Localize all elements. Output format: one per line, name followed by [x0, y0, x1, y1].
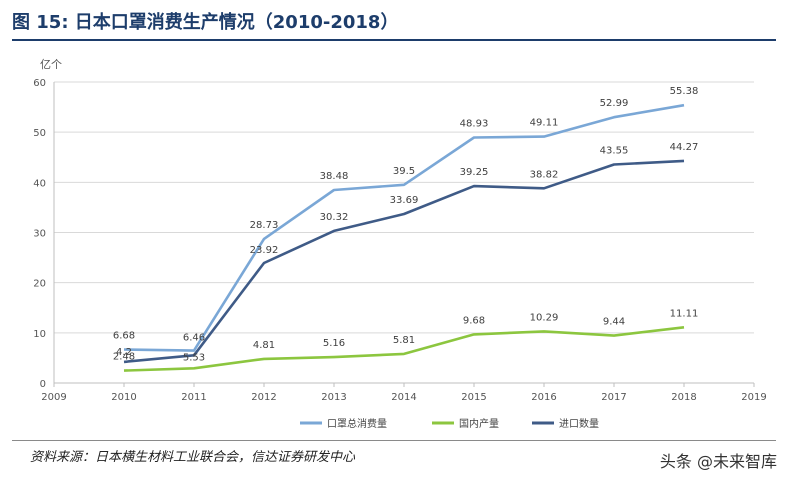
x-tick-label: 2019 — [741, 392, 766, 403]
data-label: 10.29 — [530, 312, 559, 323]
x-tick-label: 2009 — [41, 392, 66, 403]
x-tick-label: 2013 — [321, 392, 346, 403]
data-label: 6.68 — [113, 330, 135, 341]
data-label: 33.69 — [390, 195, 419, 206]
data-label: 39.25 — [460, 167, 489, 178]
series-line — [123, 159, 685, 364]
data-label: 38.82 — [530, 169, 559, 180]
data-label: 38.48 — [320, 171, 349, 182]
y-axis-label: 亿个 — [40, 58, 62, 71]
y-tick-label: 0 — [40, 379, 46, 390]
x-tick-label: 2014 — [391, 392, 416, 403]
x-tick-label: 2010 — [111, 392, 136, 403]
x-tick-label: 2018 — [671, 392, 696, 403]
y-tick-label: 60 — [33, 78, 46, 89]
data-label: 55.38 — [670, 86, 699, 97]
data-label: 49.11 — [530, 118, 559, 129]
data-label: 52.99 — [600, 98, 629, 109]
data-label: 5.81 — [393, 335, 415, 346]
x-tick-label: 2015 — [461, 392, 486, 403]
data-label: 30.32 — [320, 212, 349, 223]
data-label: 43.55 — [600, 146, 629, 157]
title-divider — [12, 39, 776, 41]
y-tick-label: 50 — [33, 128, 46, 139]
x-tick-label: 2011 — [181, 392, 206, 403]
x-tick-label: 2016 — [531, 392, 556, 403]
data-label: 5.53 — [183, 352, 205, 363]
source-divider — [12, 440, 776, 441]
data-label: 11.11 — [670, 308, 699, 319]
data-label: 39.5 — [393, 166, 415, 177]
data-label: 4.2 — [116, 347, 132, 358]
y-tick-label: 10 — [33, 329, 46, 340]
data-label: 9.68 — [463, 315, 485, 326]
data-label: 48.93 — [460, 119, 489, 130]
series-line — [123, 103, 685, 352]
data-label: 4.81 — [253, 340, 275, 351]
x-tick-label: 2017 — [601, 392, 626, 403]
source-note: 资料来源：日本横生材料工业联合会，信达证券研发中心 — [30, 450, 356, 465]
line-chart: 0 10 20 30 40 50 60 2009 2010 2011 2012 2013 2014 201… — [33, 58, 766, 430]
y-tick-label: 40 — [33, 178, 46, 189]
data-label: 2.48 — [113, 352, 135, 363]
data-label: 44.27 — [670, 142, 699, 153]
y-tick-label: 20 — [33, 279, 46, 290]
data-label: 28.73 — [250, 220, 279, 231]
x-tick-label: 2012 — [251, 392, 276, 403]
legend-label: 口罩总消费量 — [327, 417, 387, 430]
chart-area: 0 10 20 30 40 50 60 2009 2010 2011 2012 2013 2014 201… — [0, 44, 789, 439]
data-label: 23.92 — [250, 245, 279, 256]
legend-label: 国内产量 — [459, 417, 499, 430]
data-label: 5.16 — [323, 338, 345, 349]
y-tick-label: 30 — [33, 229, 46, 240]
data-label: 9.44 — [603, 317, 625, 328]
watermark: 头条 @未来智库 — [659, 452, 777, 471]
figure-title: 图 15: 日本口罩消费生产情况（2010-2018） — [12, 12, 399, 33]
legend-label: 进口数量 — [559, 417, 599, 430]
series-line — [123, 326, 685, 372]
data-label: 6.46 — [183, 333, 205, 344]
